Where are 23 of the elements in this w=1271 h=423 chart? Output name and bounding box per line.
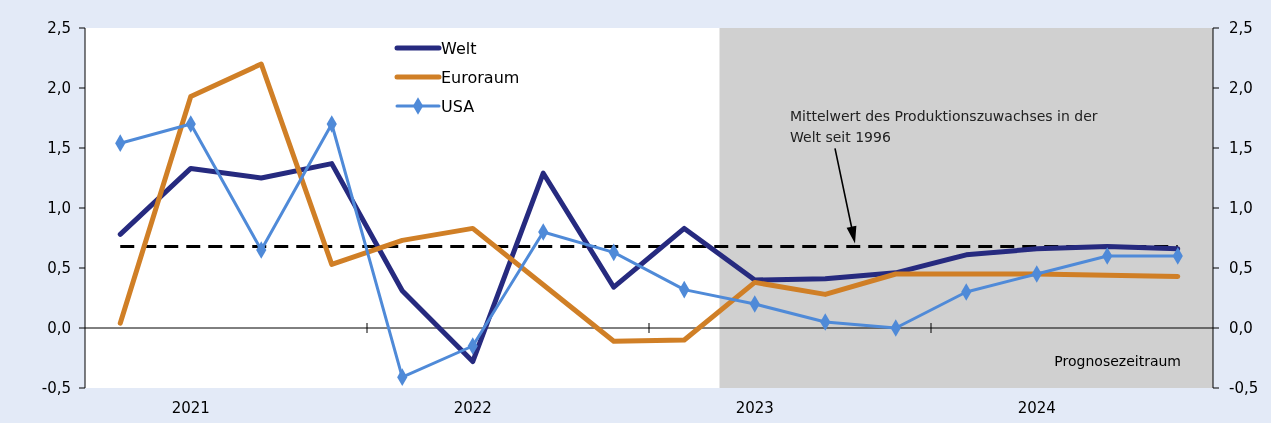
- annotation: Mittelwert des Produktionszuwachses in der Welt seit 1996: [790, 108, 1098, 146]
- y2-tick-label: 2,5: [1229, 19, 1253, 37]
- y2-tick-label: -0,5: [1229, 379, 1259, 397]
- legend-label: Euroraum: [441, 68, 520, 87]
- y-tick-label: -0,5: [41, 379, 71, 397]
- y-tick-label: 2,5: [47, 19, 71, 37]
- y-tick-label: 0,5: [47, 259, 71, 277]
- band-label: Prognosezeitraum: [1054, 353, 1181, 369]
- y2-tick-label: 1,0: [1229, 199, 1253, 217]
- y2-tick-label: 0,0: [1229, 319, 1253, 337]
- y-tick-label: 1,5: [47, 139, 71, 157]
- x-tick-label: 2021: [171, 399, 210, 417]
- x-tick-label: 2023: [735, 399, 774, 417]
- legend-label: Welt: [441, 39, 477, 58]
- x-tick-label: 2022: [453, 399, 492, 417]
- y-tick-label: 2,0: [47, 79, 71, 97]
- y-tick-label: 1,0: [47, 199, 71, 217]
- y2-tick-label: 1,5: [1229, 139, 1253, 157]
- y2-tick-label: 0,5: [1229, 259, 1253, 277]
- x-tick-label: 2024: [1017, 399, 1056, 417]
- legend-label: USA: [441, 97, 475, 116]
- y-tick-label: 0,0: [47, 319, 71, 337]
- y2-tick-label: 2,0: [1229, 79, 1253, 97]
